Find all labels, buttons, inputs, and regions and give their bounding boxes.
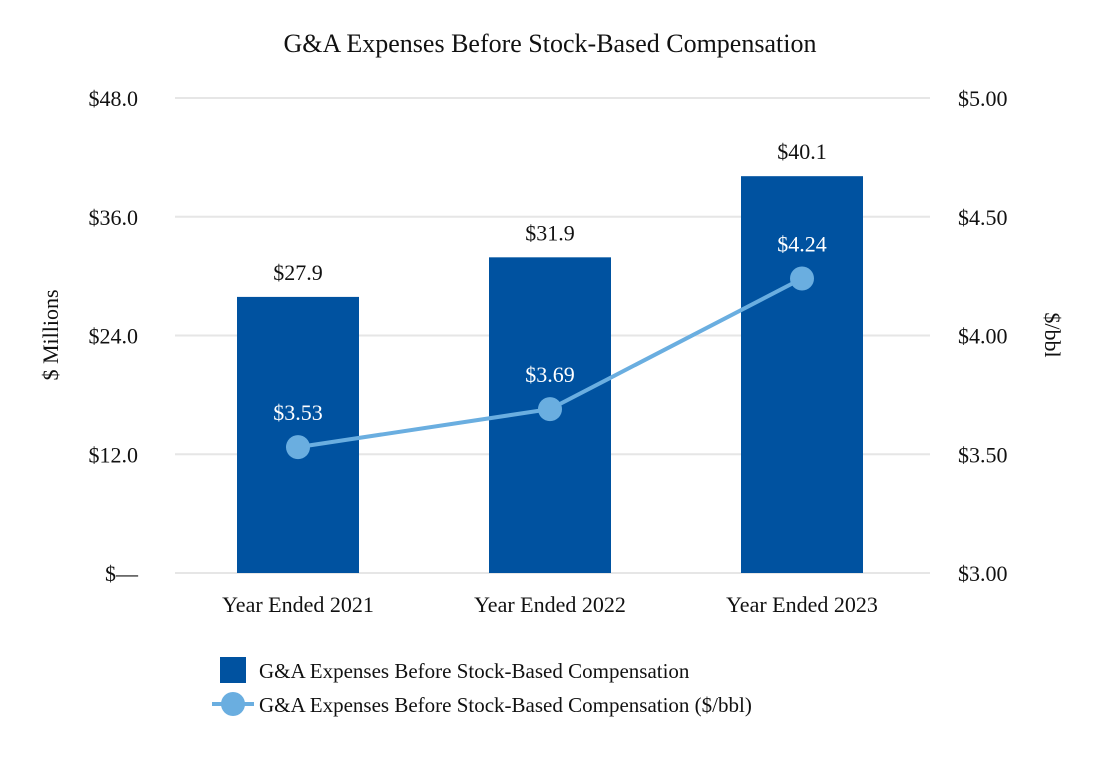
- bar-data-label: $27.9: [273, 260, 323, 285]
- left-tick-label: $12.0: [89, 442, 139, 467]
- legend-bar-label: G&A Expenses Before Stock-Based Compensa…: [259, 659, 690, 683]
- legend-bar-swatch: [220, 657, 246, 683]
- x-axis: Year Ended 2021 Year Ended 2022 Year Ended…: [222, 592, 878, 617]
- legend: G&A Expenses Before Stock-Based Compensa…: [212, 657, 752, 717]
- left-axis-title: $ Millions: [38, 289, 63, 380]
- line-series: $3.53 $3.69 $4.24: [273, 232, 827, 460]
- line-point: [538, 397, 562, 422]
- right-tick-label: $3.50: [958, 442, 1008, 467]
- legend-line-marker: [221, 692, 245, 716]
- bar: [741, 176, 863, 574]
- x-tick-label: Year Ended 2021: [222, 592, 374, 617]
- bar-series: $27.9 $31.9 $40.1: [237, 139, 863, 574]
- x-tick-label: Year Ended 2022: [474, 592, 626, 617]
- line-point: [790, 266, 814, 291]
- left-tick-label: $36.0: [89, 205, 139, 230]
- right-tick-label: $3.00: [958, 561, 1008, 586]
- line-point: [286, 435, 310, 460]
- x-tick-label: Year Ended 2023: [726, 592, 878, 617]
- bar-data-label: $40.1: [777, 139, 827, 164]
- legend-line-label: G&A Expenses Before Stock-Based Compensa…: [259, 693, 752, 717]
- left-tick-label: $24.0: [89, 324, 139, 349]
- chart-title: G&A Expenses Before Stock-Based Compensa…: [284, 29, 817, 58]
- line-data-label: $3.69: [525, 362, 575, 387]
- bar-data-label: $31.9: [525, 220, 575, 245]
- right-tick-label: $4.50: [958, 205, 1008, 230]
- left-tick-label: $—: [105, 561, 139, 586]
- right-tick-label: $4.00: [958, 324, 1008, 349]
- left-y-axis: $— $12.0 $24.0 $36.0 $48.0: [89, 86, 140, 586]
- right-tick-label: $5.00: [958, 86, 1008, 111]
- left-tick-label: $48.0: [89, 86, 139, 111]
- line-data-label: $3.53: [273, 400, 323, 425]
- line-data-label: $4.24: [777, 232, 827, 257]
- bar: [237, 296, 359, 573]
- right-y-axis: $3.00 $3.50 $4.00 $4.50 $5.00: [958, 86, 1008, 586]
- right-axis-title: $/bbl: [1040, 312, 1065, 357]
